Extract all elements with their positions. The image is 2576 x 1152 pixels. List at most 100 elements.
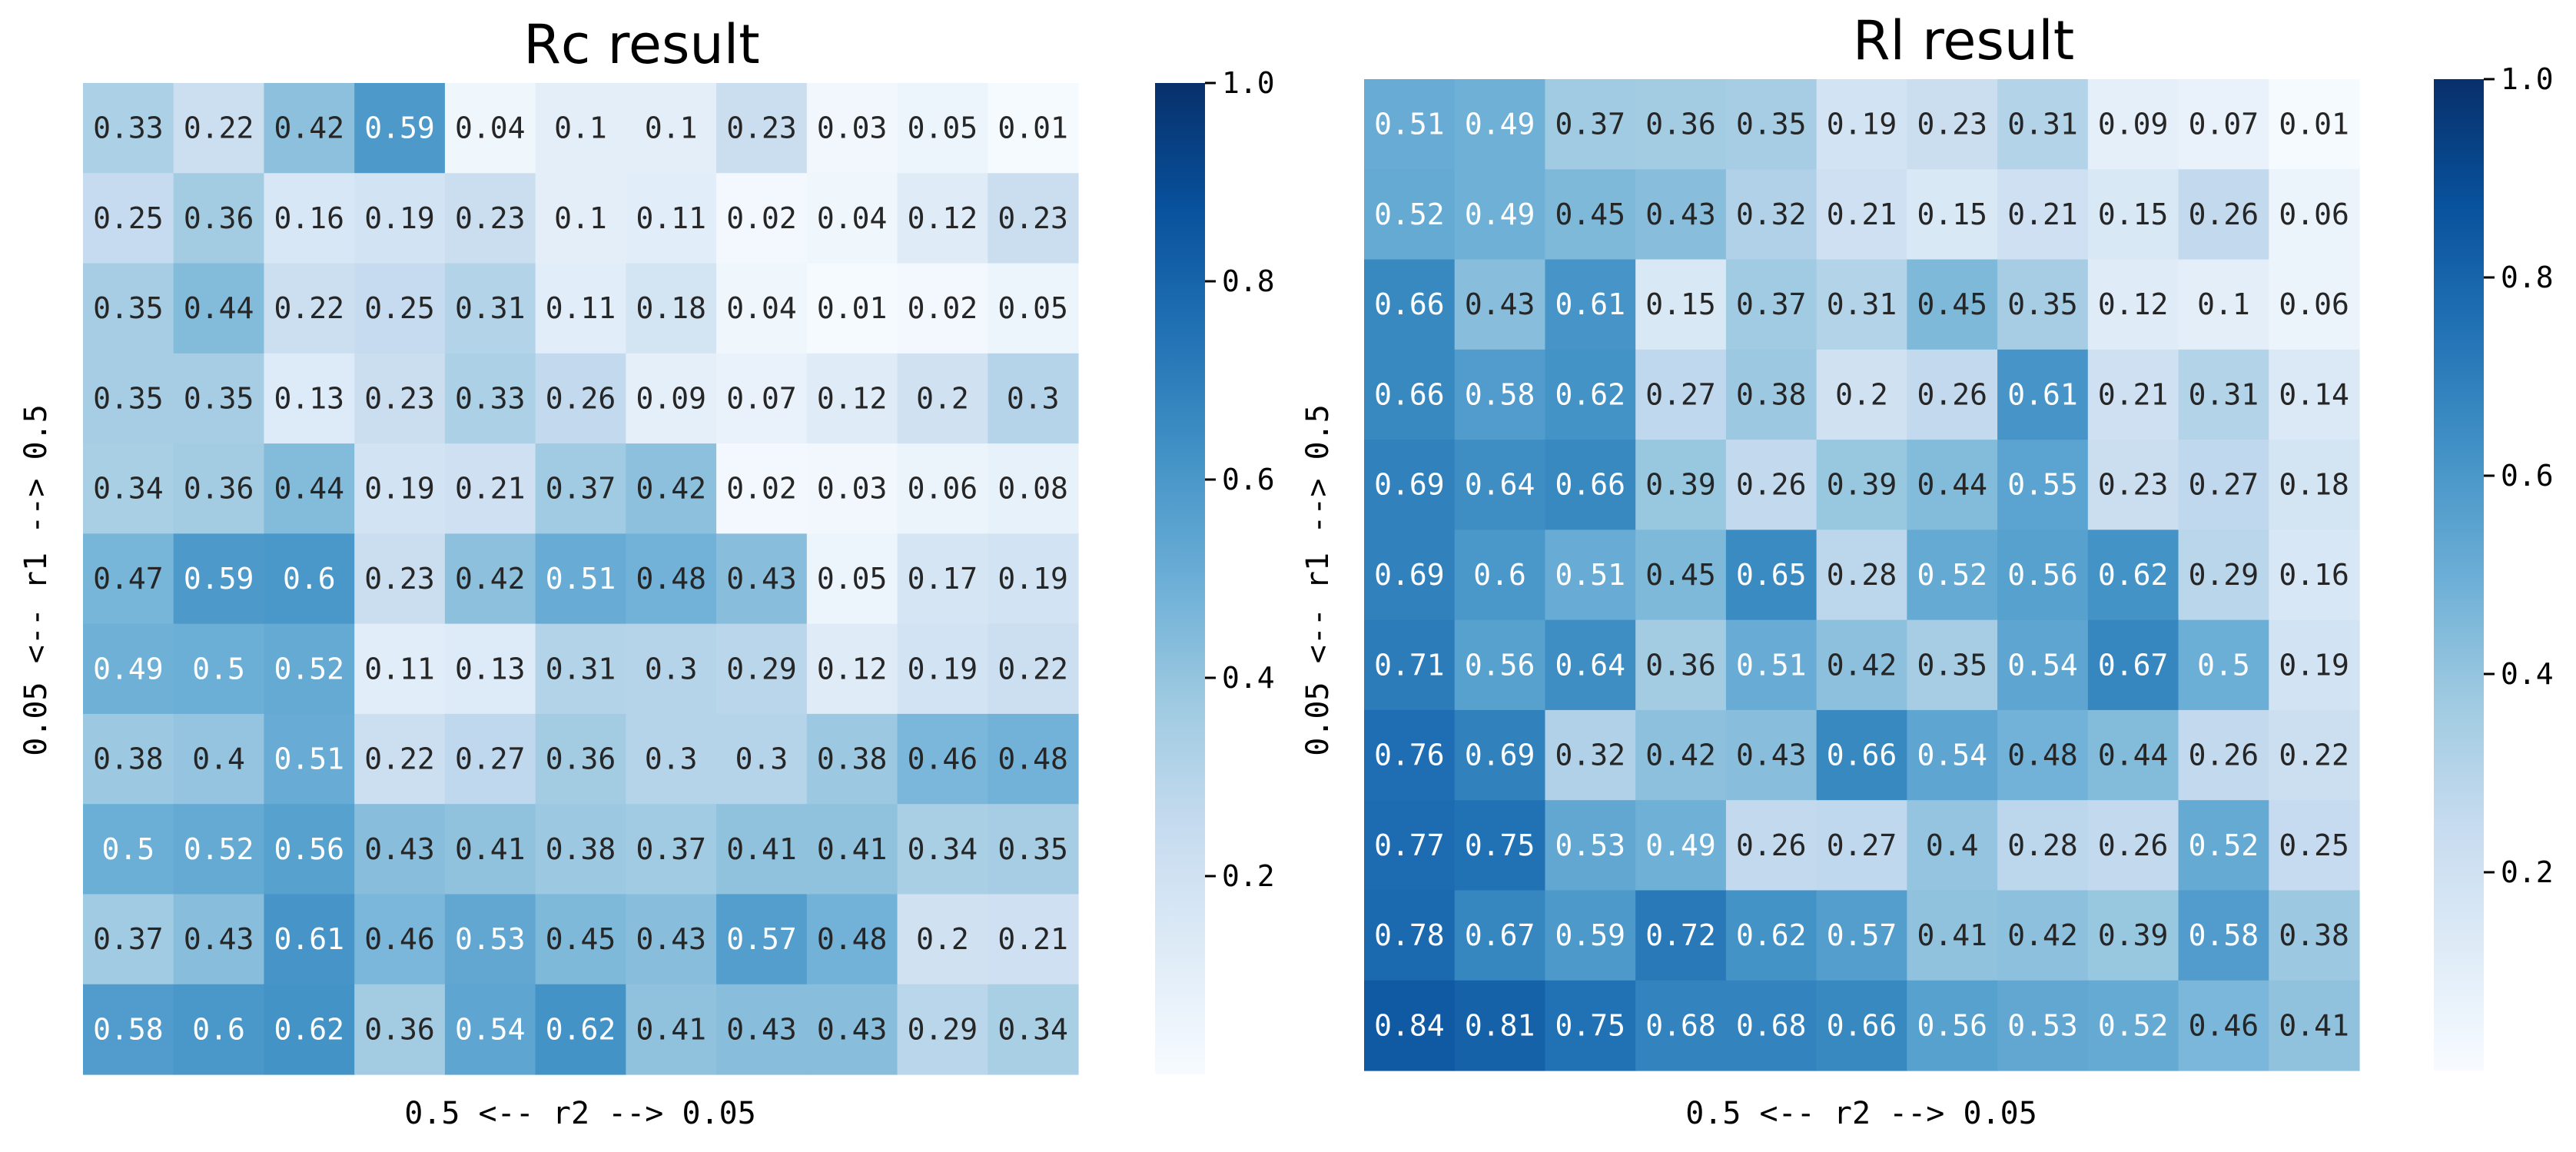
cell-value-label-rc: 0.1 (554, 201, 607, 235)
heatmap-cell-rl (1725, 619, 1817, 711)
cell-value-label-rc: 0.51 (274, 742, 345, 776)
cell-value-label-rl: 0.49 (1645, 828, 1716, 862)
heatmap-cell-rl (1454, 890, 1546, 981)
cell-value-label-rl: 0.12 (2098, 287, 2169, 321)
heatmap-cell-rc (354, 894, 446, 985)
heatmap-cell-rc (264, 533, 355, 625)
heatmap-cell-rc (264, 804, 355, 895)
heatmap-cell-rl (1635, 259, 1727, 350)
cell-value-label-rc: 0.43 (817, 1012, 888, 1046)
colorbar-tick-label: 0.6 (1222, 463, 1275, 496)
cell-value-label-rl: 0.58 (2189, 918, 2259, 952)
cell-value-label-rl: 0.21 (1827, 198, 1897, 231)
chart-title-rl: Rl result (1853, 9, 2074, 72)
heatmap-cell-rc (173, 173, 265, 264)
heatmap-cell-rc (626, 894, 717, 985)
heatmap-cell-rc (173, 894, 265, 985)
cell-value-label-rl: 0.26 (2189, 739, 2259, 772)
cell-value-label-rc: 0.04 (455, 111, 526, 145)
heatmap-cell-rl (1907, 709, 1998, 801)
cell-value-label-rl: 0.69 (1465, 739, 1535, 772)
heatmap-cell-rl (2269, 349, 2360, 440)
cell-value-label-rc: 0.25 (93, 201, 164, 235)
heatmap-cell-rc (264, 623, 355, 715)
heatmap-cell-rc (626, 713, 717, 805)
heatmap-cell-rl (1545, 530, 1636, 621)
cell-value-label-rl: 0.44 (2098, 739, 2169, 772)
heatmap-cell-rc (354, 443, 446, 534)
cell-value-label-rc: 0.51 (546, 562, 616, 596)
cell-value-label-rc: 0.06 (908, 472, 978, 506)
cell-value-label-rc: 0.56 (274, 832, 345, 866)
heatmap-cell-rl (1907, 79, 1998, 170)
cell-value-label-rc: 0.1 (645, 111, 698, 145)
heatmap-cell-rl (1907, 980, 1998, 1071)
heatmap-cell-rl (2087, 890, 2179, 981)
heatmap-cell-rc (535, 804, 626, 895)
heatmap-cell-rc (354, 263, 446, 354)
cell-value-label-rl: 0.26 (1917, 377, 1987, 411)
heatmap-cell-rl (2178, 440, 2269, 530)
cell-value-label-rc: 0.38 (546, 832, 616, 866)
heatmap-cell-rc (626, 83, 717, 174)
heatmap-cell-rc (716, 173, 808, 264)
cell-value-label-rc: 0.18 (636, 291, 706, 325)
cell-value-label-rc: 0.09 (636, 381, 706, 415)
heatmap-cell-rl (1725, 800, 1817, 891)
cell-value-label-rc: 0.21 (455, 472, 526, 506)
heatmap-cell-rc (535, 173, 626, 264)
cell-value-label-rc: 0.11 (636, 201, 706, 235)
cell-value-label-rl: 0.27 (1645, 377, 1716, 411)
cell-value-label-rl: 0.2 (1835, 377, 1888, 411)
heatmap-cell-rc (897, 443, 988, 534)
heatmap-cell-rl (1635, 800, 1727, 891)
colorbar-ticks-rl: 0.2 0.4 0.6 0.8 1.0 (2484, 62, 2554, 889)
cell-value-label-rc: 0.61 (274, 922, 345, 956)
heatmap-cell-rc (354, 713, 446, 805)
cell-value-label-rl: 0.52 (1374, 198, 1445, 231)
cell-value-label-rc: 0.42 (636, 472, 706, 506)
cell-value-label-rl: 0.39 (1827, 468, 1897, 502)
heatmap-cell-rc (444, 804, 536, 895)
heatmap-cell-rc (988, 984, 1079, 1075)
heatmap-cell-rc (444, 83, 536, 174)
cell-value-label-rc: 0.48 (817, 922, 888, 956)
cell-value-label-rl: 0.46 (2189, 1008, 2259, 1042)
heatmap-cell-rl (1816, 709, 1907, 801)
heatmap-cell-rl (1635, 440, 1727, 530)
heatmap-cell-rc (83, 83, 174, 174)
cell-value-label-rc: 0.01 (998, 111, 1068, 145)
heatmap-cell-rl (1816, 530, 1907, 621)
heatmap-cell-rl (1454, 349, 1546, 440)
cell-value-label-rc: 0.45 (546, 922, 616, 956)
cell-value-label-rc: 0.1 (554, 111, 607, 145)
heatmap-cell-rc (897, 533, 988, 625)
cell-value-label-rc: 0.34 (93, 472, 164, 506)
cell-value-label-rc: 0.13 (274, 381, 345, 415)
cell-value-label-rl: 0.25 (2279, 828, 2349, 862)
heatmap-cell-rc (354, 804, 446, 895)
cell-value-label-rl: 0.55 (2007, 468, 2078, 502)
cell-value-label-rc: 0.19 (364, 472, 435, 506)
heatmap-cell-rl (1816, 79, 1907, 170)
heatmap-cell-rl (1997, 440, 2089, 530)
heatmap-cell-rl (1635, 530, 1727, 621)
cell-value-label-rl: 0.43 (1645, 198, 1716, 231)
cell-value-label-rc: 0.29 (726, 652, 797, 686)
heatmap-cell-rl (1545, 169, 1636, 261)
cell-value-label-rl: 0.71 (1374, 648, 1445, 682)
heatmap-cell-rc (444, 713, 536, 805)
cell-value-label-rc: 0.52 (184, 832, 254, 866)
heatmap-cell-rc (716, 263, 808, 354)
cell-value-label-rc: 0.41 (817, 832, 888, 866)
cell-value-label-rl: 0.27 (1827, 828, 1897, 862)
heatmap-cell-rl (1816, 890, 1907, 981)
heatmap-cell-rc (897, 894, 988, 985)
cell-value-label-rl: 0.37 (1555, 108, 1626, 141)
cell-value-label-rc: 0.23 (726, 111, 797, 145)
cell-value-label-rl: 0.67 (1465, 918, 1535, 952)
cell-value-label-rl: 0.84 (1374, 1008, 1445, 1042)
cell-value-label-rc: 0.23 (998, 201, 1068, 235)
heatmap-cell-rl (1816, 440, 1907, 530)
cell-value-label-rl: 0.48 (2007, 739, 2078, 772)
